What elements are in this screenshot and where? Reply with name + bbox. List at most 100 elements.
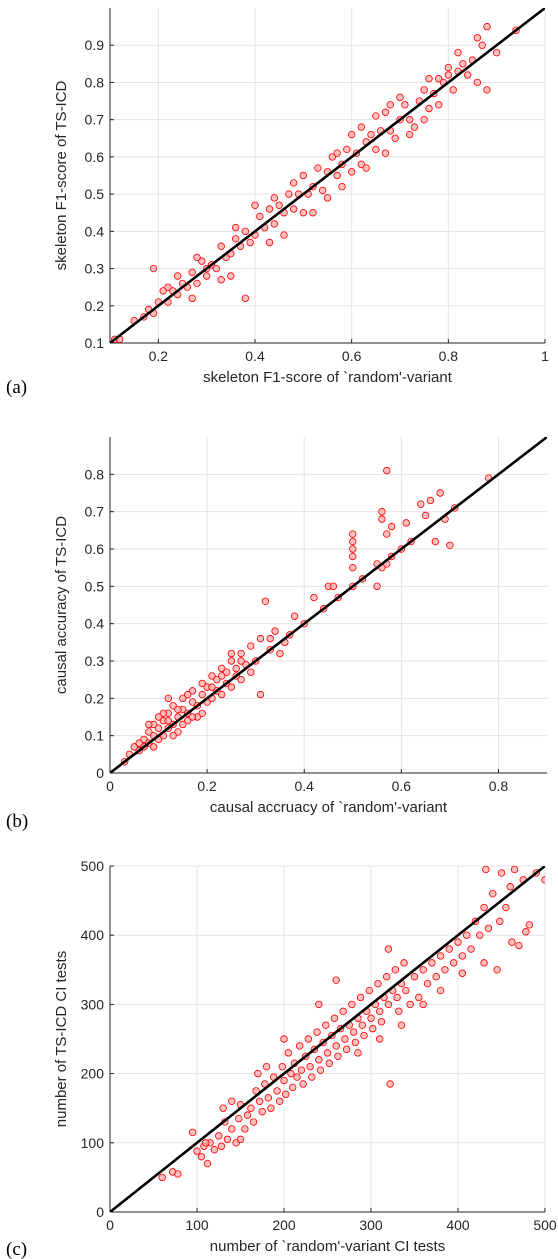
scatter-point — [463, 71, 472, 79]
scatter-point — [241, 294, 250, 303]
scatter-point — [282, 1090, 290, 1099]
scatter-point — [406, 1000, 414, 1009]
scatter-point — [348, 1000, 356, 1009]
scatter-point — [356, 993, 365, 1002]
scatter-point — [420, 115, 428, 124]
scatter-point — [256, 212, 264, 221]
scatter-point — [397, 1021, 406, 1029]
scatter-point — [227, 649, 236, 658]
panel-label: (c) — [6, 1239, 27, 1259]
scatter-point — [258, 1107, 266, 1116]
y-tick-label: 500 — [81, 858, 105, 874]
scatter-point — [496, 917, 504, 926]
x-tick-label: 0.4 — [294, 778, 314, 794]
y-tick-label: 300 — [81, 996, 105, 1012]
scatter-point — [315, 1056, 323, 1064]
scatter-point — [223, 1135, 232, 1144]
identity-line — [110, 866, 545, 1212]
scatter-point — [227, 272, 235, 280]
scatter-point — [154, 713, 163, 721]
scatter-point — [525, 921, 534, 929]
scatter-point — [458, 969, 467, 977]
scatter-point — [347, 168, 356, 176]
scatter-point — [330, 1014, 339, 1022]
scatter-point — [372, 145, 380, 154]
scatter-point — [349, 552, 357, 561]
scatter-point — [169, 702, 177, 710]
scatter-point — [237, 649, 245, 658]
scatter-point — [458, 952, 467, 960]
scatter-point — [354, 1049, 362, 1057]
scatter-point — [295, 1042, 304, 1050]
scatter-point — [417, 500, 425, 508]
scatter-point — [391, 966, 400, 974]
scatter-point — [325, 1059, 333, 1067]
scatter-point — [289, 205, 298, 213]
scatter-point — [280, 1035, 288, 1043]
scatter-point — [251, 201, 259, 209]
scatter-point — [373, 582, 381, 591]
scatter-panel-b: 0 0.2 0.4 0.6 0.8 0 0.1 0.2 0.3 0.4 0.5 0.6 0.7 0.8 ca… — [6, 437, 547, 832]
x-tick-label: 0.4 — [245, 348, 265, 364]
scatter-point — [502, 903, 510, 912]
scatter-point — [159, 709, 168, 717]
scatter-point — [297, 1066, 306, 1074]
scatter-point — [210, 1146, 219, 1154]
x-tick-label: 500 — [533, 1217, 557, 1233]
x-tick-label: 0.2 — [149, 348, 169, 364]
scatter-point — [208, 672, 216, 680]
scatter-point — [349, 530, 357, 538]
scatter-point — [425, 75, 433, 83]
scatter-point — [145, 728, 153, 736]
scatter-point — [197, 1152, 206, 1161]
scatter-point — [193, 253, 201, 262]
scatter-point — [510, 866, 519, 874]
scatter-point — [227, 683, 236, 691]
scatter-point — [445, 945, 453, 953]
x-tick-label: 0.6 — [342, 348, 362, 364]
scatter-point — [183, 690, 192, 699]
scatter-point — [158, 1173, 166, 1182]
y-tick-label: 0.2 — [85, 298, 105, 314]
scatter-point — [541, 876, 545, 884]
scatter-point — [382, 973, 391, 981]
scatter-point — [256, 690, 265, 699]
scatter-point — [154, 724, 163, 732]
scatter-point — [293, 1073, 301, 1081]
scatter-point — [323, 194, 332, 202]
scatter-point — [459, 60, 467, 68]
scatter-point — [444, 71, 453, 79]
scatter-point — [396, 93, 404, 102]
scatter-point — [215, 1132, 223, 1140]
scatter-point — [410, 973, 419, 981]
scatter-point — [217, 664, 226, 673]
scatter-point — [247, 1104, 255, 1112]
scatter-point — [308, 1073, 316, 1081]
scatter-point — [247, 642, 255, 650]
scatter-point — [476, 931, 484, 939]
scatter-point — [217, 276, 225, 284]
scatter-point — [217, 1142, 226, 1150]
scatter-point — [365, 986, 373, 995]
scatter-point — [280, 1076, 288, 1085]
scatter-point — [270, 194, 279, 202]
x-axis-label: causal accruacy of `random'-variant — [210, 799, 448, 816]
scatter-point — [255, 1097, 264, 1105]
scatter-point — [256, 634, 265, 643]
scatter-point — [341, 1035, 349, 1043]
scatter-point — [316, 1066, 325, 1074]
scatter-point — [201, 1139, 210, 1147]
scatter-point — [384, 945, 393, 953]
scatter-point — [426, 496, 435, 505]
scatter-point — [376, 1035, 384, 1043]
y-axis-label: number of TS-ICD CI tests — [53, 951, 70, 1127]
scatter-point — [333, 171, 341, 180]
scatter-point — [159, 287, 167, 295]
scatter-point — [342, 1045, 351, 1054]
scatter-point — [231, 235, 240, 243]
scatter-point — [421, 511, 430, 520]
x-tick-label: 200 — [272, 1217, 296, 1233]
scatter-point — [383, 530, 391, 538]
scatter-point — [217, 242, 225, 250]
